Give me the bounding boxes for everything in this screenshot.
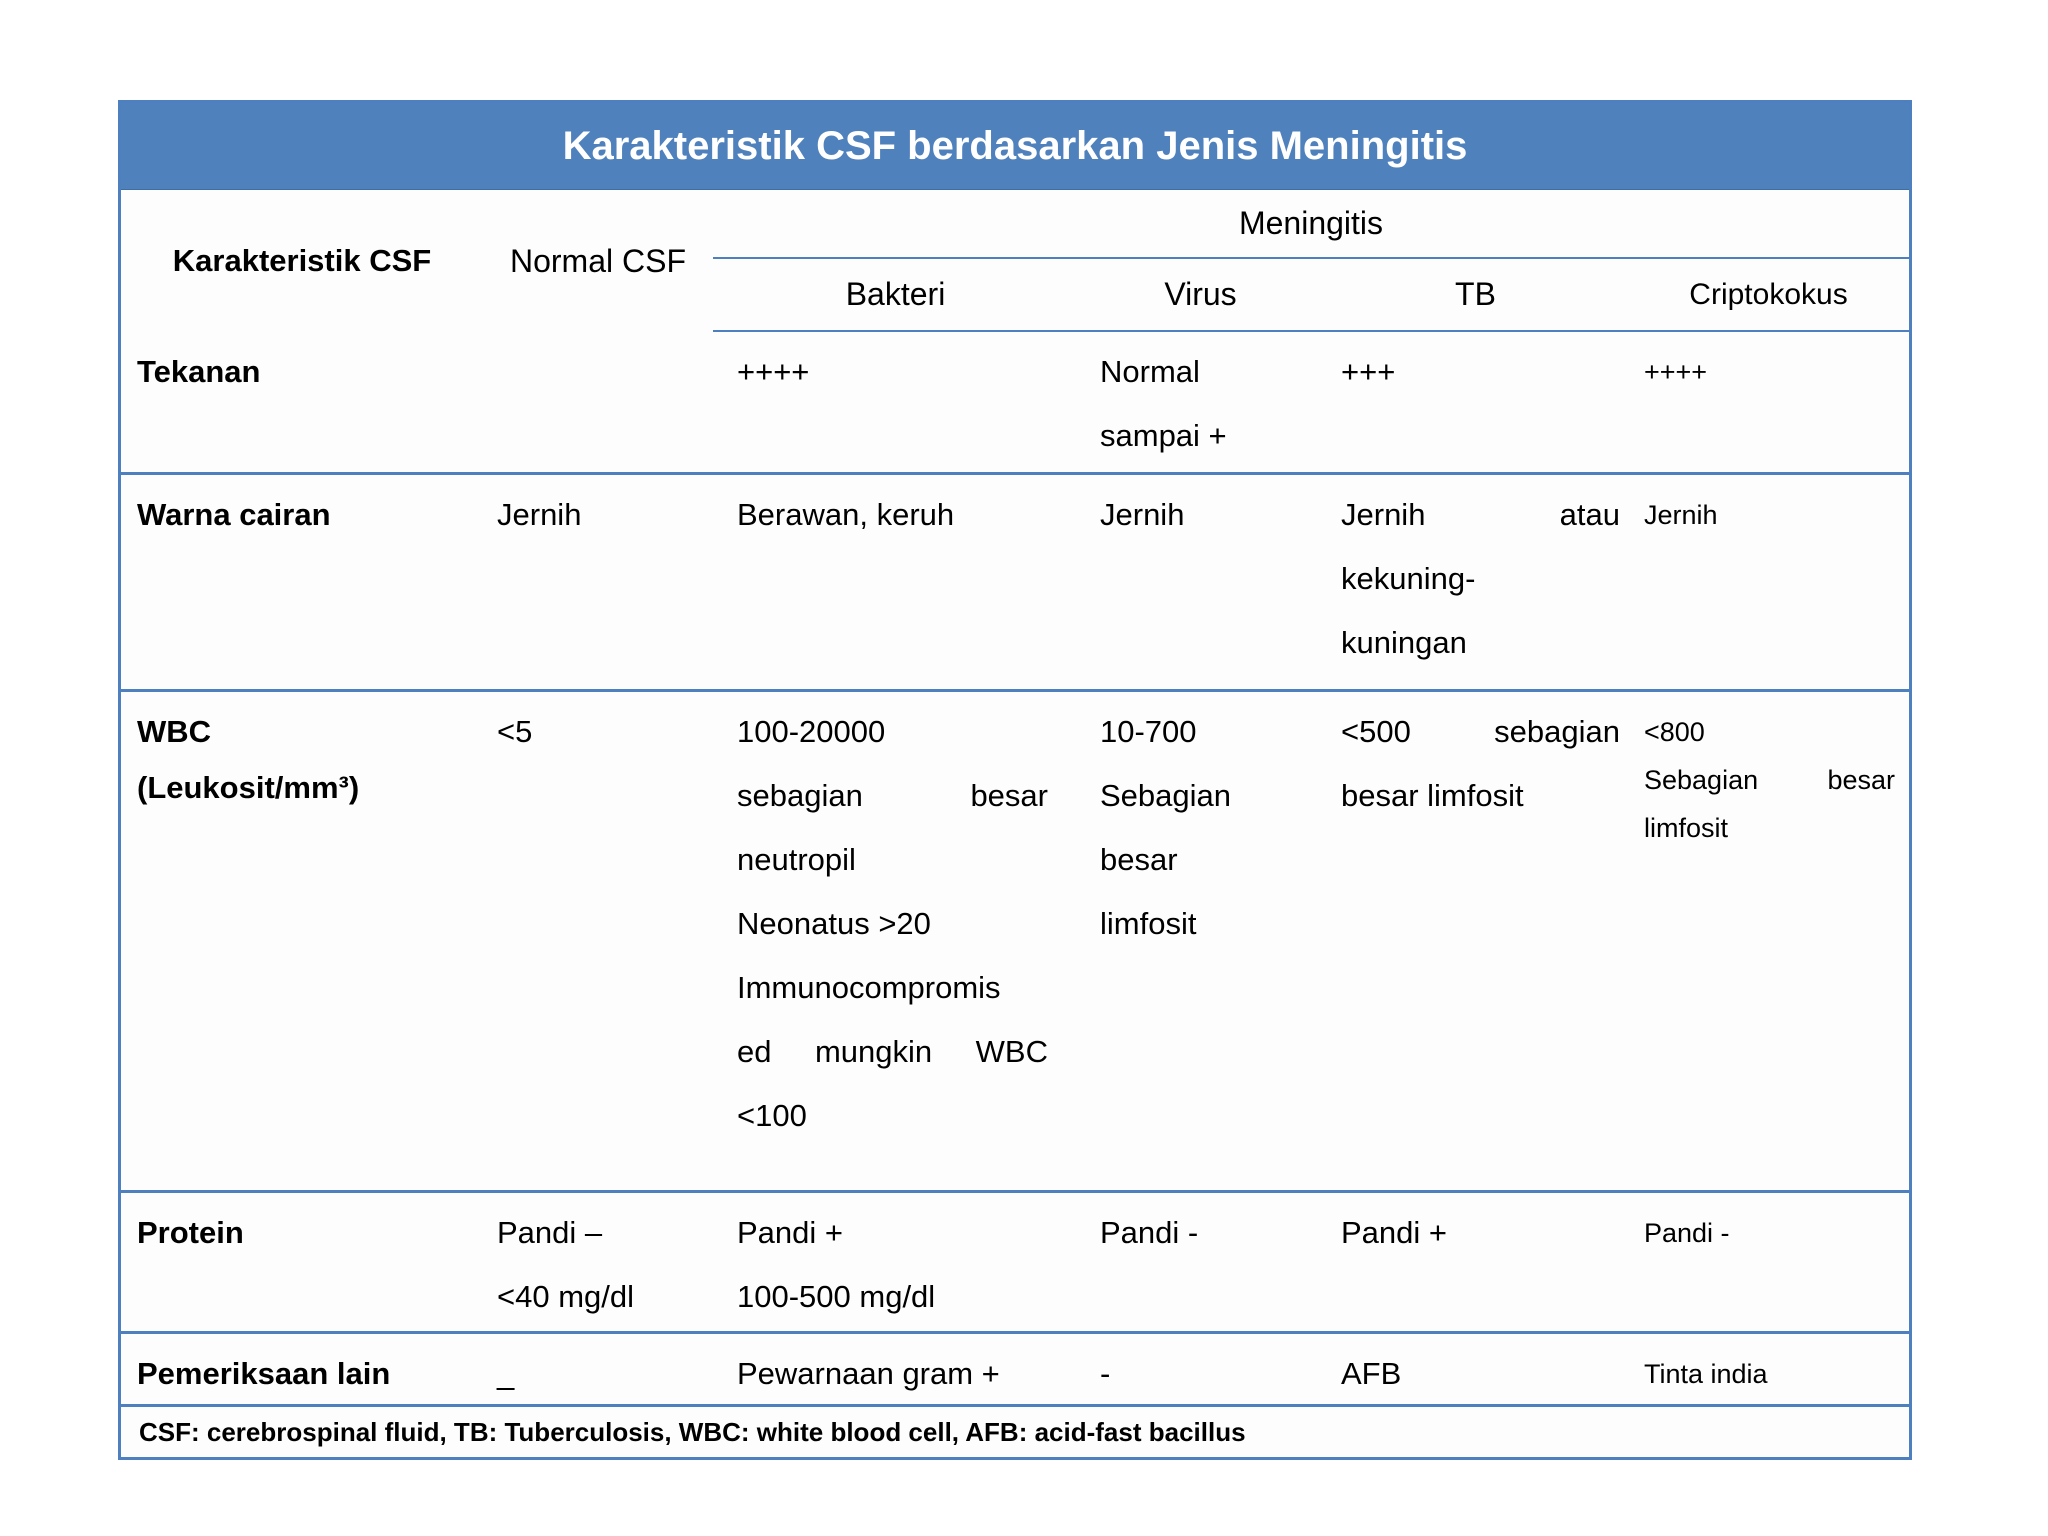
cell-warna-tb: Jernih atau kekuning- kuningan (1323, 475, 1628, 689)
cell-line: ed mungkin WBC (737, 1034, 1048, 1069)
cell-line: <5 (497, 714, 533, 749)
cell-tekanan-criptokokus: ++++ (1628, 332, 1909, 472)
table-title: Karakteristik CSF berdasarkan Jenis Meni… (562, 123, 1468, 168)
cell-protein-tb: Pandi + (1323, 1193, 1628, 1331)
cell-line: (Leukosit/mm³) (137, 770, 360, 805)
header-karakteristik-csf: Karakteristik CSF (172, 243, 432, 278)
cell-line: AFB (1341, 1356, 1402, 1391)
cell-line: Jernih (497, 497, 582, 532)
table-header: Karakteristik CSF Normal CSF Meningitis … (121, 190, 1909, 332)
row-label-pemeriksaan-lain: Pemeriksaan lain (137, 1356, 391, 1391)
cell-line: Sebagian besar (1644, 765, 1895, 795)
cell-warna-bakteri: Berawan, keruh (713, 475, 1078, 689)
cell-warna-criptokokus: Jernih (1628, 475, 1909, 689)
cell-line: WBC (137, 714, 212, 749)
cell-line: 100-500 mg/dl (737, 1279, 936, 1314)
csf-table: Karakteristik CSF berdasarkan Jenis Meni… (118, 100, 1912, 1460)
header-meningitis: Meningitis (713, 190, 1909, 259)
cell-warna-normal: Jernih (483, 475, 713, 689)
table-row-protein: Protein Pandi – <40 mg/dl Pandi + 100-50… (121, 1190, 1909, 1331)
cell-wbc-normal: <5 (483, 692, 713, 1190)
cell-wbc-virus: 10-700 Sebagian besar limfosit (1078, 692, 1323, 1190)
cell-line: sebagian besar (737, 778, 1048, 813)
row-label-tekanan: Tekanan (137, 354, 261, 389)
cell-line: kekuning- (1341, 561, 1476, 596)
cell-line: Normal (1100, 354, 1200, 389)
header-subcolumns: Bakteri Virus TB Criptokokus (713, 259, 1909, 332)
cell-protein-bakteri: Pandi + 100-500 mg/dl (713, 1193, 1078, 1331)
cell-line: Pandi + (1341, 1215, 1448, 1250)
table-row-warna-cairan: Warna cairan Jernih Berawan, keruh Jerni… (121, 472, 1909, 689)
header-bakteri: Bakteri (845, 276, 946, 312)
cell-line: besar (1100, 842, 1178, 877)
cell-line: Pewarnaan gram + (737, 1356, 1000, 1391)
cell-line: neutropil (737, 842, 856, 877)
cell-line: +++ (1341, 354, 1396, 389)
cell-line: limfosit (1100, 906, 1197, 941)
cell-protein-criptokokus: Pandi - (1628, 1193, 1909, 1331)
cell-line: <100 (737, 1098, 807, 1133)
cell-line: ++++ (737, 354, 810, 389)
cell-wbc-bakteri: 100-20000 sebagian besar neutropil Neona… (713, 692, 1078, 1190)
cell-line: - (1100, 1356, 1111, 1391)
cell-line: Jernih atau (1341, 497, 1620, 532)
table-row-pemeriksaan-lain: Pemeriksaan lain _ Pewarnaan gram + - AF… (121, 1331, 1909, 1404)
cell-line: <800 (1644, 717, 1705, 747)
cell-pemeriksaan-virus: - (1078, 1334, 1323, 1404)
cell-line: limfosit (1644, 813, 1729, 843)
cell-wbc-tb: <500 sebagian besar limfosit (1323, 692, 1628, 1190)
cell-line: <500 sebagian (1341, 714, 1620, 749)
table-title-bar: Karakteristik CSF berdasarkan Jenis Meni… (121, 103, 1909, 190)
header-tb: TB (1455, 276, 1496, 312)
cell-line: Jernih (1100, 497, 1185, 532)
cell-tekanan-normal (483, 332, 713, 472)
cell-line: Berawan, keruh (737, 497, 955, 532)
cell-line: Immunocompromis (737, 970, 1001, 1005)
cell-line: 100-20000 (737, 714, 886, 749)
cell-line: Pandi – (497, 1215, 603, 1250)
cell-line: Neonatus >20 (737, 906, 931, 941)
header-criptokokus: Criptokokus (1689, 277, 1848, 311)
cell-pemeriksaan-bakteri: Pewarnaan gram + (713, 1334, 1078, 1404)
header-normal-csf: Normal CSF (509, 242, 686, 279)
cell-line: <40 mg/dl (497, 1279, 635, 1314)
cell-tekanan-tb: +++ (1323, 332, 1628, 472)
cell-warna-virus: Jernih (1078, 475, 1323, 689)
cell-line: Tinta india (1644, 1359, 1768, 1389)
row-label-protein: Protein (137, 1215, 244, 1250)
table-footnote: CSF: cerebrospinal fluid, TB: Tuberculos… (121, 1404, 1909, 1457)
cell-line: ++++ (1644, 357, 1708, 387)
cell-pemeriksaan-criptokokus: Tinta india (1628, 1334, 1909, 1404)
cell-line: kuningan (1341, 625, 1467, 660)
row-label-warna-cairan: Warna cairan (137, 497, 331, 532)
row-label-wbc: WBC (Leukosit/mm³) (121, 692, 483, 1190)
cell-line: 10-700 (1100, 714, 1197, 749)
cell-line: Pandi - (1100, 1215, 1199, 1250)
table-row-tekanan: Tekanan ++++ Normal sampai + +++ ++++ (121, 332, 1909, 472)
cell-tekanan-virus: Normal sampai + (1078, 332, 1323, 472)
cell-protein-normal: Pandi – <40 mg/dl (483, 1193, 713, 1331)
cell-protein-virus: Pandi - (1078, 1193, 1323, 1331)
header-meningitis-group: Meningitis Bakteri Virus TB Criptokokus (713, 190, 1909, 332)
cell-line: Sebagian (1100, 778, 1232, 813)
table-row-wbc: WBC (Leukosit/mm³) <5 100-20000 sebagian… (121, 689, 1909, 1190)
header-virus: Virus (1164, 276, 1237, 312)
cell-pemeriksaan-normal: _ (483, 1334, 713, 1404)
cell-line: Pandi + (737, 1215, 844, 1250)
cell-tekanan-bakteri: ++++ (713, 332, 1078, 472)
cell-line: Pandi - (1644, 1218, 1730, 1248)
cell-line: sampai + (1100, 418, 1227, 453)
cell-line: _ (497, 1356, 515, 1391)
cell-pemeriksaan-tb: AFB (1323, 1334, 1628, 1404)
cell-line: Jernih (1644, 500, 1718, 530)
cell-line: besar limfosit (1341, 778, 1524, 813)
cell-wbc-criptokokus: <800 Sebagian besar limfosit (1628, 692, 1909, 1190)
